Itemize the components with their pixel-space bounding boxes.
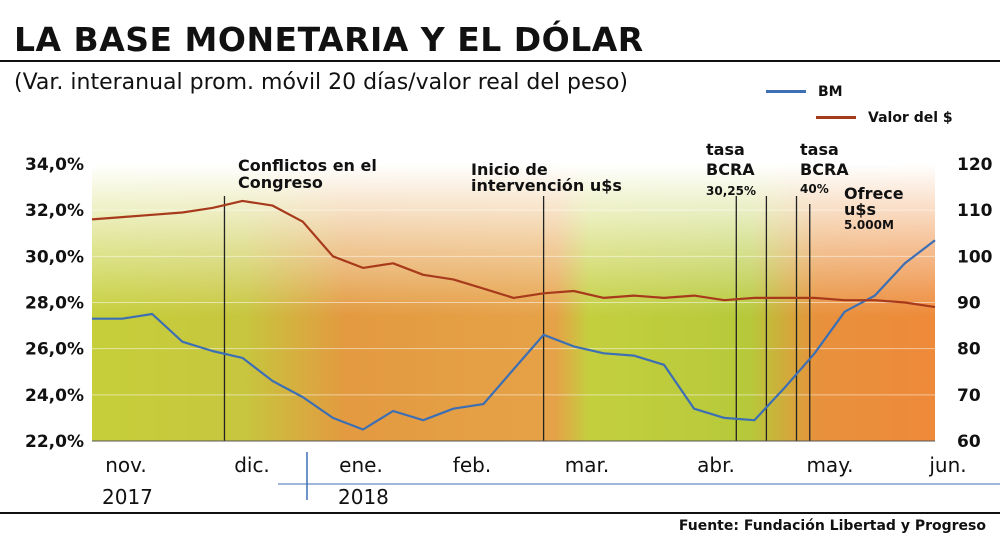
event-label-conflictos-1: Conflictos en el <box>238 156 377 175</box>
series-line-valor <box>91 199 936 309</box>
x-tick-label: jun. <box>928 453 966 477</box>
legend-bm: BM <box>766 84 843 100</box>
y-right-tick-label: 110 <box>957 201 993 221</box>
x-tick-label: feb. <box>453 453 491 477</box>
chart-subtitle: (Var. interanual prom. móvil 20 días/val… <box>14 70 628 95</box>
event-label-conflictos-2: Congreso <box>238 173 323 192</box>
title-rule <box>0 60 1000 62</box>
x-tick-label: may. <box>806 453 853 477</box>
legend-valor: Valor del $ <box>816 110 953 126</box>
x-tick-label: dic. <box>234 453 270 477</box>
event-label-ofrece-2: u$s <box>844 200 876 219</box>
series-lines <box>91 199 936 431</box>
source-rule <box>0 512 1000 514</box>
event-label-intervencion-2: intervención u$s <box>471 176 622 195</box>
y-right-tick-label: 80 <box>957 340 981 360</box>
y-right-tick-label: 60 <box>957 432 981 452</box>
legend-bm-swatch <box>766 90 806 93</box>
x-tick-label: nov. <box>105 453 147 477</box>
event-label-intervencion-1: Inicio de <box>471 160 548 179</box>
y-left-tick-label: 34,0% <box>25 155 84 175</box>
x-tick-label: mar. <box>565 453 609 477</box>
y-right-tick-label: 70 <box>957 386 981 406</box>
series-line-bm <box>92 239 936 431</box>
y-right-tick-label: 100 <box>957 247 993 267</box>
legend-valor-label: Valor del $ <box>868 110 953 126</box>
event-label-tasa1-2: BCRA <box>706 160 755 179</box>
y-axis-left: 22,0% 24,0% 26,0% 28,0% 30,0% 32,0% 34,0% <box>25 155 84 452</box>
y-right-tick-label: 90 <box>957 294 981 314</box>
y-left-tick-label: 28,0% <box>25 294 84 314</box>
event-lines <box>223 196 811 441</box>
y-left-tick-label: 22,0% <box>25 432 84 452</box>
y-right-tick-label: 120 <box>957 155 993 175</box>
y-left-tick-label: 24,0% <box>25 386 84 406</box>
x-tick-label: ene. <box>339 453 383 477</box>
x-axis-labels: nov. dic. ene. feb. mar. abr. may. jun. <box>105 453 966 477</box>
source-note: Fuente: Fundación Libertad y Progreso <box>678 518 986 534</box>
year-label-2018: 2018 <box>338 485 389 509</box>
event-label-ofrece-3: 5.000M <box>844 218 894 232</box>
event-label-tasa2-1: tasa <box>800 140 839 159</box>
legend-valor-swatch <box>816 116 856 119</box>
legend-bm-label: BM <box>818 84 843 100</box>
x-tick-label: abr. <box>697 453 735 477</box>
event-label-tasa1-3: 30,25% <box>706 184 756 198</box>
event-label-tasa2-2: BCRA <box>800 160 849 179</box>
event-label-tasa2-3: 40% <box>800 182 829 196</box>
event-label-tasa1-1: tasa <box>706 140 745 159</box>
year-label-2017: 2017 <box>102 485 153 509</box>
event-label-ofrece-1: Ofrece <box>844 184 904 203</box>
y-left-tick-label: 26,0% <box>25 340 84 360</box>
y-axis-right: 60 70 80 90 100 110 120 <box>957 155 993 452</box>
y-left-tick-label: 30,0% <box>25 247 84 267</box>
y-left-tick-label: 32,0% <box>25 201 84 221</box>
chart-title: LA BASE MONETARIA Y EL DÓLAR <box>14 20 644 59</box>
